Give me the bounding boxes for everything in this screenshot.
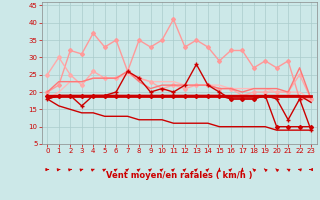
X-axis label: Vent moyen/en rafales ( km/h ): Vent moyen/en rafales ( km/h ) (106, 171, 252, 180)
